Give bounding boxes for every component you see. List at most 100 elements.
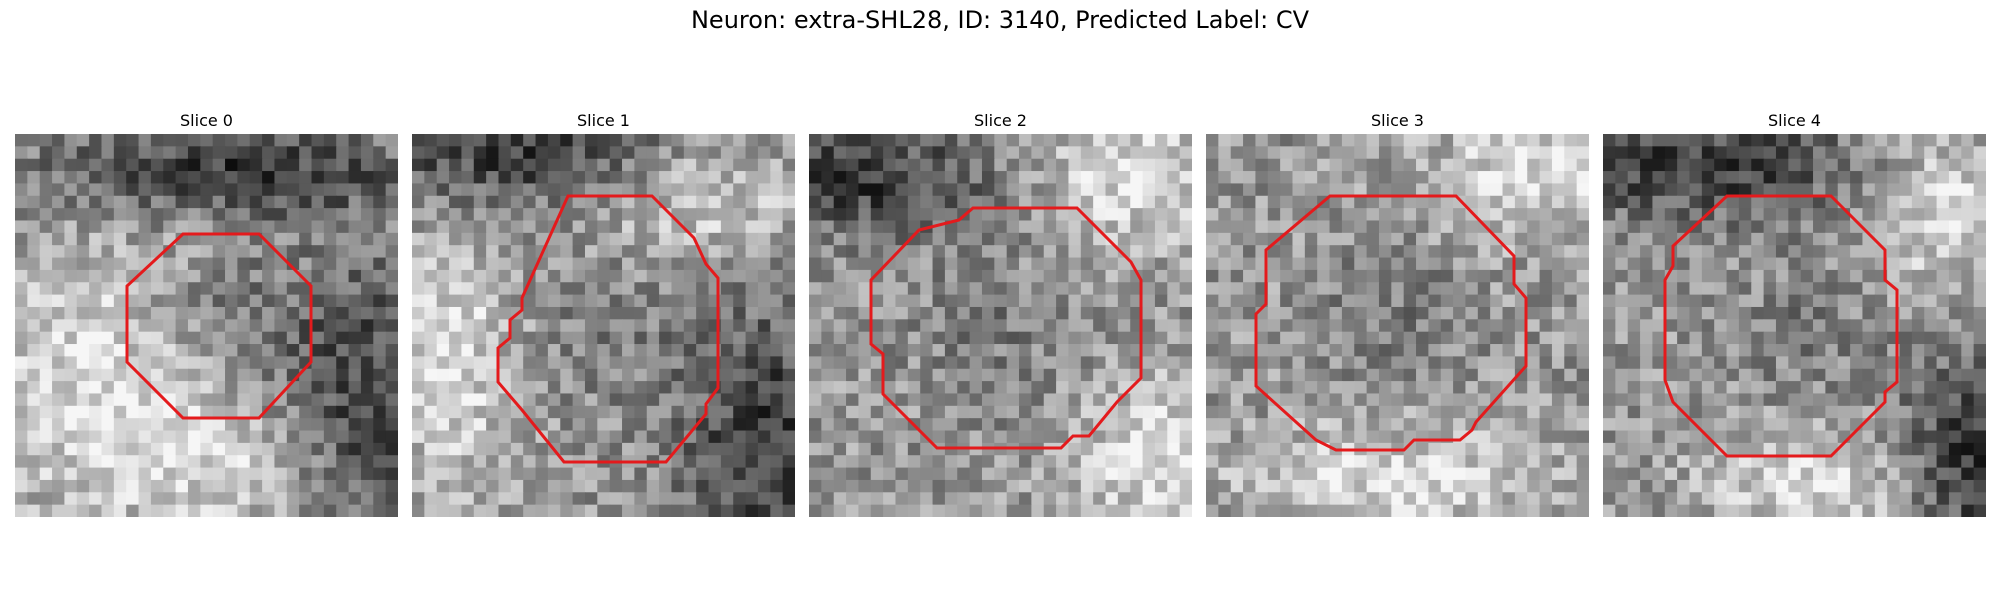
image-pixel (1689, 492, 1703, 506)
image-pixel (52, 393, 66, 407)
image-pixel (1006, 393, 1020, 407)
image-pixel (1527, 455, 1541, 469)
image-pixel (373, 245, 387, 259)
image-pixel (584, 195, 598, 209)
image-pixel (1689, 195, 1703, 209)
image-pixel (1167, 344, 1181, 357)
image-pixel (1664, 245, 1678, 259)
image-pixel (733, 245, 747, 259)
image-pixel (1465, 134, 1479, 147)
image-pixel (200, 405, 214, 419)
image-pixel (535, 344, 549, 357)
image-pixel (449, 467, 463, 481)
image-pixel (1465, 257, 1479, 271)
image-pixel (1627, 492, 1641, 506)
image-pixel (486, 134, 500, 147)
image-pixel (1714, 356, 1728, 370)
image-pixel (373, 146, 387, 160)
image-pixel (323, 430, 337, 444)
image-pixel (535, 331, 549, 345)
image-pixel (1304, 257, 1318, 271)
image-pixel (1924, 331, 1938, 345)
image-pixel (1391, 158, 1405, 172)
image-pixel (895, 146, 909, 160)
image-pixel (1813, 232, 1826, 246)
image-pixel (1403, 257, 1417, 271)
image-pixel (572, 368, 586, 382)
image-pixel (1031, 430, 1045, 444)
image-pixel (1615, 232, 1629, 246)
image-pixel (1378, 245, 1392, 259)
image-pixel (64, 455, 78, 469)
image-pixel (883, 306, 897, 320)
image-pixel (1416, 418, 1429, 432)
image-pixel (1689, 146, 1703, 160)
image-pixel (1615, 319, 1629, 333)
image-pixel (1105, 257, 1119, 271)
image-pixel (1887, 183, 1901, 197)
image-pixel (1366, 269, 1380, 283)
image-pixel (1899, 479, 1913, 493)
image-pixel (200, 368, 214, 382)
image-pixel (696, 171, 710, 185)
slice-pixel-grid-2 (809, 134, 1192, 517)
image-pixel (646, 331, 660, 345)
image-pixel (1615, 393, 1629, 407)
image-pixel (609, 467, 623, 481)
image-pixel (1862, 381, 1876, 395)
image-pixel (113, 294, 127, 308)
image-pixel (138, 282, 152, 296)
image-pixel (1130, 158, 1144, 172)
image-pixel (1341, 344, 1355, 357)
image-pixel (1576, 344, 1589, 357)
image-pixel (1179, 455, 1192, 469)
image-pixel (1255, 171, 1269, 185)
image-pixel (1615, 208, 1629, 222)
image-pixel (1080, 381, 1094, 395)
image-pixel (957, 344, 971, 357)
image-pixel (671, 232, 685, 246)
image-pixel (895, 245, 909, 259)
image-pixel (1640, 282, 1654, 296)
image-pixel (1179, 479, 1192, 493)
image-pixel (671, 430, 685, 444)
image-pixel (187, 430, 201, 444)
image-pixel (994, 356, 1008, 370)
image-pixel (274, 220, 288, 234)
image-pixel (1292, 368, 1306, 382)
image-pixel (52, 418, 66, 432)
image-pixel (733, 405, 747, 419)
image-pixel (1911, 282, 1925, 296)
image-pixel (1514, 381, 1528, 395)
image-pixel (1093, 232, 1107, 246)
image-pixel (1465, 368, 1479, 382)
image-pixel (523, 492, 537, 506)
image-pixel (932, 504, 946, 517)
image-pixel (1899, 467, 1913, 481)
image-pixel (212, 183, 226, 197)
image-pixel (634, 257, 648, 271)
image-pixel (1341, 183, 1355, 197)
image-pixel (1627, 504, 1641, 517)
image-pixel (1961, 418, 1975, 432)
image-pixel (1006, 504, 1020, 517)
image-pixel (535, 319, 549, 333)
image-pixel (597, 282, 611, 296)
image-pixel (39, 331, 53, 345)
image-pixel (1689, 479, 1703, 493)
image-pixel (1329, 245, 1343, 259)
image-pixel (76, 467, 90, 481)
image-pixel (981, 418, 995, 432)
image-pixel (348, 158, 362, 172)
image-pixel (1775, 269, 1789, 283)
image-pixel (373, 195, 387, 209)
image-pixel (348, 220, 362, 234)
image-pixel (510, 331, 524, 345)
image-pixel (1738, 418, 1752, 432)
image-pixel (1206, 208, 1219, 222)
image-pixel (348, 183, 362, 197)
image-pixel (1714, 319, 1728, 333)
image-pixel (39, 158, 53, 172)
image-pixel (1218, 232, 1232, 246)
image-pixel (1800, 331, 1814, 345)
